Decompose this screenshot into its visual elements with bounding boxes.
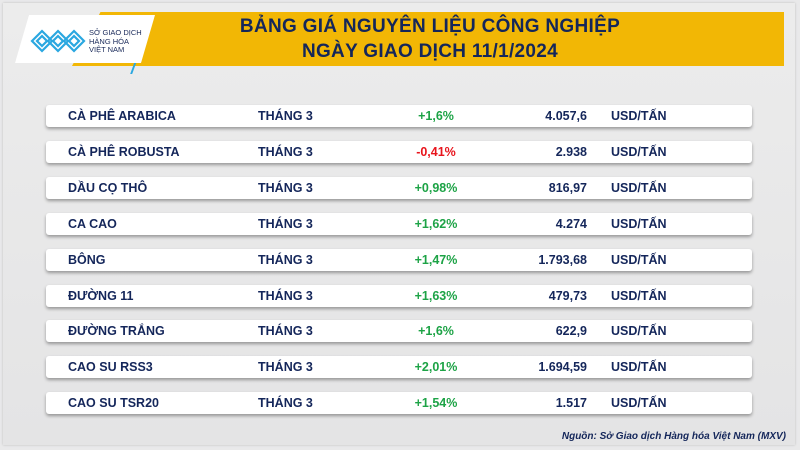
commodity-name: BÔNG	[68, 252, 106, 267]
price-value: 1.694,59	[538, 360, 587, 375]
table-row: CÀ PHÊ ROBUSTA THÁNG 3 -0,41% 2.938 USD/TẤN	[46, 140, 752, 163]
price-value: 816,97	[548, 180, 587, 195]
contract-month: THÁNG 3	[258, 144, 313, 159]
table-row: ĐƯỜNG TRẮNG THÁNG 3 +1,6% 622,9 USD/TẤN	[46, 320, 752, 343]
contract-month: THÁNG 3	[258, 360, 313, 375]
contract-month: THÁNG 3	[258, 216, 313, 231]
logo-text: SỞ GIAO DỊCH HÀNG HÓA VIỆT NAM	[89, 28, 142, 55]
price-value: 4.274	[555, 216, 587, 231]
price-change: +1,54%	[414, 396, 458, 411]
price-value: 2.938	[555, 144, 587, 159]
commodity-name: CAO SU TSR20	[68, 396, 159, 411]
price-unit: USD/TẤN	[611, 144, 667, 159]
commodity-name: DẦU CỌ THÔ	[68, 180, 148, 195]
price-unit: USD/TẤN	[611, 252, 667, 267]
table-row: CA CAO THÁNG 3 +1,62% 4.274 USD/TẤN	[46, 212, 752, 235]
price-value: 4.057,6	[545, 109, 587, 123]
price-unit: USD/TẤN	[611, 396, 667, 411]
commodity-name: CAO SU RSS3	[68, 360, 153, 375]
price-change: +1,6%	[418, 109, 454, 123]
table-row: CÀ PHÊ ARABICA THÁNG 3 +1,6% 4.057,6 USD/TẤN	[46, 105, 752, 127]
table-row: CAO SU TSR20 THÁNG 3 +1,54% 1.517 USD/TẤN	[46, 392, 752, 415]
title-line-2: NGÀY GIAO DỊCH 11/1/2024	[301, 41, 559, 62]
table-row: BÔNG THÁNG 3 +1,47% 1.793,68 USD/TẤN	[46, 248, 752, 271]
contract-month: THÁNG 3	[258, 396, 313, 411]
logo-line: SỞ GIAO DỊCH	[89, 28, 142, 37]
contract-month: THÁNG 3	[258, 109, 313, 123]
price-value: 479,73	[548, 288, 587, 303]
source-note: Nguồn: Sở Giao dịch Hàng hóa Việt Nam (M…	[561, 431, 786, 442]
commodity-name: ĐƯỜNG TRẮNG	[68, 324, 165, 339]
price-unit: USD/TẤN	[611, 109, 667, 123]
price-change: +1,47%	[414, 252, 458, 267]
price-unit: USD/TẤN	[611, 288, 667, 303]
price-change: +2,01%	[414, 360, 458, 375]
price-value: 1.793,68	[538, 252, 587, 267]
contract-month: THÁNG 3	[258, 252, 313, 267]
page-title: BẢNG GIÁ NGUYÊN LIỆU CÔNG NGHIỆP NGÀY GI…	[160, 14, 700, 64]
commodity-name: ĐƯỜNG 11	[68, 288, 134, 303]
commodity-name: CA CAO	[68, 216, 117, 231]
price-change: +1,62%	[414, 216, 458, 231]
price-unit: USD/TẤN	[611, 180, 667, 195]
contract-month: THÁNG 3	[258, 288, 313, 303]
logo-line: VIỆT NAM	[89, 45, 125, 54]
price-unit: USD/TẤN	[611, 324, 667, 339]
price-change: +1,63%	[414, 288, 458, 303]
price-change: +0,98%	[414, 180, 458, 195]
price-unit: USD/TẤN	[611, 360, 667, 375]
price-value: 622,9	[555, 324, 587, 339]
price-unit: USD/TẤN	[611, 216, 667, 231]
mxv-logo-icon	[30, 29, 86, 53]
price-change: -0,41%	[416, 144, 456, 159]
table-row: CAO SU RSS3 THÁNG 3 +2,01% 1.694,59 USD/TẤN	[46, 356, 752, 379]
contract-month: THÁNG 3	[258, 324, 313, 339]
commodity-name: CÀ PHÊ ARABICA	[68, 109, 176, 123]
table-row: ĐƯỜNG 11 THÁNG 3 +1,63% 479,73 USD/TẤN	[46, 284, 752, 307]
title-banner	[72, 12, 784, 66]
price-change: +1,6%	[418, 324, 454, 339]
logo-line: HÀNG HÓA	[89, 36, 130, 46]
price-value: 1.517	[555, 396, 587, 411]
contract-month: THÁNG 3	[258, 180, 313, 195]
table-row: DẦU CỌ THÔ THÁNG 3 +0,98% 816,97 USD/TẤN	[46, 176, 752, 199]
title-line-1: BẢNG GIÁ NGUYÊN LIỆU CÔNG NGHIỆP	[239, 16, 621, 37]
commodity-name: CÀ PHÊ ROBUSTA	[68, 144, 180, 159]
